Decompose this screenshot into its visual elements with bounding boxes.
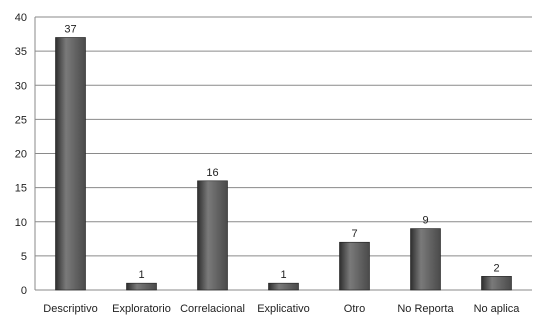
bar-explicativo: [269, 283, 299, 290]
x-category-label: Correlacional: [180, 303, 245, 315]
y-tick-label: 20: [15, 149, 27, 161]
x-category-label: No Reporta: [397, 303, 454, 315]
bar-no-aplica: [482, 276, 512, 290]
x-category-label: Exploratorio: [112, 303, 171, 315]
y-tick-label: 30: [15, 80, 27, 92]
y-tick-label: 40: [15, 12, 27, 24]
x-category-label: No aplica: [474, 303, 521, 315]
y-axis-tick-labels: 0 5 10 15 20 25 30 35 40: [15, 12, 27, 297]
y-tick-label: 10: [15, 217, 27, 229]
x-category-label: Explicativo: [257, 303, 310, 315]
y-tick-label: 25: [15, 114, 27, 126]
bar-correlacional: [198, 181, 228, 290]
bars: [56, 37, 512, 290]
data-label: 16: [206, 167, 218, 179]
x-axis-category-labels: Descriptivo Exploratorio Correlacional Expl…: [43, 303, 520, 315]
bar-otro: [340, 242, 370, 290]
bar-exploratorio: [127, 283, 157, 290]
y-tick-label: 5: [21, 251, 27, 263]
data-label: 37: [64, 23, 76, 35]
y-tick-label: 35: [15, 46, 27, 58]
x-category-label: Descriptivo: [43, 303, 97, 315]
bar-no-reporta: [411, 229, 441, 290]
y-tick-label: 15: [15, 183, 27, 195]
gridlines: [35, 17, 532, 256]
data-label: 9: [422, 215, 428, 227]
data-label: 1: [138, 269, 144, 281]
data-label: 7: [351, 228, 357, 240]
data-label: 2: [493, 262, 499, 274]
y-tick-label: 0: [21, 285, 27, 297]
bar-descriptivo: [56, 37, 86, 290]
x-category-label: Otro: [344, 303, 365, 315]
data-label: 1: [280, 269, 286, 281]
